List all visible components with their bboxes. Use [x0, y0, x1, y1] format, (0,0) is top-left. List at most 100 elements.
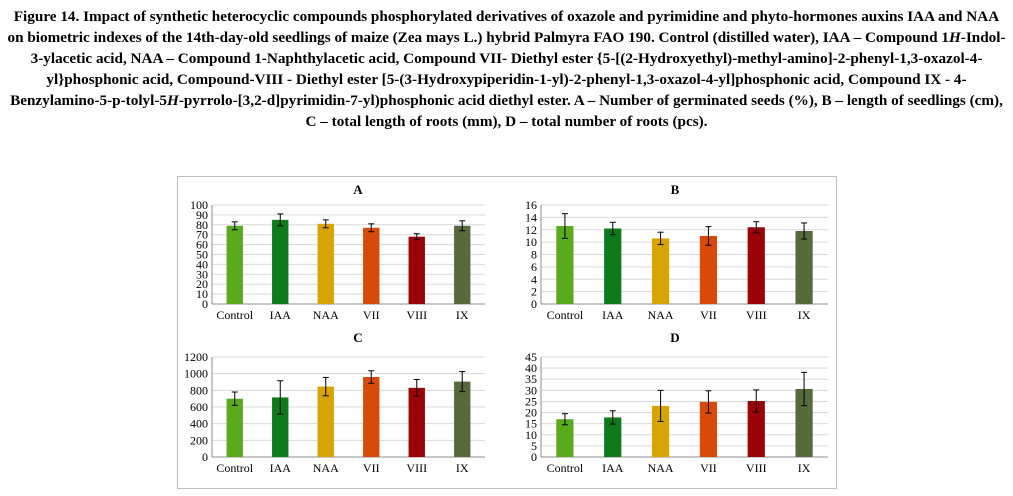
caption-part-1: Figure 14. Impact of synthetic heterocyc… — [7, 8, 1000, 46]
x-tick-label: VII — [700, 461, 717, 475]
y-tick-label: 800 — [190, 383, 208, 397]
bar-IAA — [604, 228, 622, 304]
bar-VII — [699, 235, 718, 304]
bar-VII — [363, 227, 380, 304]
x-tick-label: IAA — [270, 308, 292, 322]
y-tick-label: 60 — [196, 238, 208, 252]
bar-VII — [699, 401, 718, 457]
x-tick-label: VIII — [406, 461, 427, 475]
x-tick-label: IX — [456, 308, 469, 322]
y-tick-label: 600 — [190, 400, 208, 414]
y-tick-label: 0 — [531, 297, 537, 311]
figure-caption: Figure 14. Impact of synthetic heterocyc… — [6, 6, 1007, 132]
bar-IAA — [272, 397, 289, 457]
bar-NAA — [317, 223, 334, 304]
chart-panel-frame: A 0 10 20 30 40 50 60 70 80 90 100 Control IAA NAA VII V… — [177, 176, 837, 489]
caption-part-2: -Indol-3-ylacetic acid, NAA – Compound 1… — [10, 29, 1006, 109]
y-tick-label: 30 — [525, 383, 537, 397]
x-tick-label: NAA — [313, 461, 339, 475]
bar-Control — [226, 398, 243, 457]
chart-C: C 0 200 400 600 800 1000 1200 Control IAA NAA VII VI… — [184, 330, 485, 475]
x-tick-label: IX — [798, 308, 811, 322]
y-tick-label: 15 — [525, 417, 537, 431]
x-tick-label: NAA — [648, 308, 674, 322]
y-tick-label: 6 — [531, 260, 537, 274]
x-tick-label: Control — [547, 461, 584, 475]
y-tick-label: 10 — [196, 287, 208, 301]
bar-VII — [363, 377, 380, 457]
x-tick-label: VIII — [746, 461, 767, 475]
y-tick-label: 400 — [190, 417, 208, 431]
chart-title: D — [670, 330, 679, 345]
y-tick-label: 50 — [196, 248, 208, 262]
y-tick-label: 4 — [531, 272, 537, 286]
y-tick-label: 0 — [202, 297, 208, 311]
y-tick-label: 1000 — [184, 367, 208, 381]
x-tick-label: VII — [363, 308, 380, 322]
bar-IAA — [604, 417, 622, 457]
bar-VIII — [747, 401, 765, 457]
x-tick-label: VIII — [406, 308, 427, 322]
x-tick-label: IX — [798, 461, 811, 475]
y-tick-label: 100 — [190, 198, 208, 212]
y-tick-label: 2 — [531, 285, 537, 299]
x-tick-label: IX — [456, 461, 469, 475]
x-tick-label: VIII — [746, 308, 767, 322]
y-tick-label: 10 — [525, 235, 537, 249]
bar-NAA — [317, 386, 334, 457]
y-tick-label: 70 — [196, 228, 208, 242]
x-tick-label: Control — [216, 308, 253, 322]
y-tick-label: 5 — [531, 439, 537, 453]
x-tick-label: VII — [700, 308, 717, 322]
y-tick-label: 200 — [190, 433, 208, 447]
chart-title: A — [353, 182, 363, 197]
y-tick-label: 40 — [196, 257, 208, 271]
y-tick-label: 8 — [531, 248, 537, 262]
caption-italic-2: H — [167, 92, 179, 109]
bar-IAA — [272, 219, 289, 304]
y-tick-label: 30 — [196, 267, 208, 281]
bar-IX — [795, 230, 813, 304]
bar-NAA — [651, 238, 670, 304]
caption-italic-1: H — [948, 29, 961, 46]
y-tick-label: 10 — [525, 428, 537, 442]
x-tick-label: NAA — [313, 308, 339, 322]
y-tick-label: 35 — [525, 372, 537, 386]
bar-VIII — [408, 236, 425, 304]
y-tick-label: 0 — [202, 450, 208, 464]
y-tick-label: 14 — [525, 210, 537, 224]
bar-VIII — [747, 227, 765, 304]
y-tick-label: 0 — [531, 450, 537, 464]
bar-NAA — [651, 405, 670, 457]
y-tick-label: 90 — [196, 208, 208, 222]
caption-part-3: -pyrrolo-[3,2-d]pyrimidin-7-yl)phosphoni… — [178, 92, 1003, 130]
bar-Control — [556, 419, 574, 457]
y-tick-label: 20 — [196, 277, 208, 291]
x-tick-label: VII — [363, 461, 380, 475]
x-tick-label: NAA — [648, 461, 674, 475]
bar-Control — [556, 226, 574, 304]
x-tick-label: IAA — [602, 308, 624, 322]
y-tick-label: 40 — [525, 361, 537, 375]
x-tick-label: Control — [547, 308, 584, 322]
bar-VIII — [408, 387, 425, 457]
bar-IX — [795, 389, 813, 457]
x-tick-label: Control — [216, 461, 253, 475]
x-tick-label: IAA — [602, 461, 624, 475]
y-tick-label: 25 — [525, 394, 537, 408]
bar-Control — [226, 225, 243, 304]
chart-title: B — [671, 182, 680, 197]
y-tick-label: 45 — [525, 350, 537, 364]
x-tick-label: IAA — [270, 461, 292, 475]
y-tick-label: 12 — [525, 223, 537, 237]
y-tick-label: 16 — [525, 198, 537, 212]
bar-IX — [454, 381, 471, 457]
y-tick-label: 1200 — [184, 350, 208, 364]
chart-title: C — [353, 330, 362, 345]
bar-IX — [454, 225, 471, 304]
y-tick-label: 80 — [196, 218, 208, 232]
